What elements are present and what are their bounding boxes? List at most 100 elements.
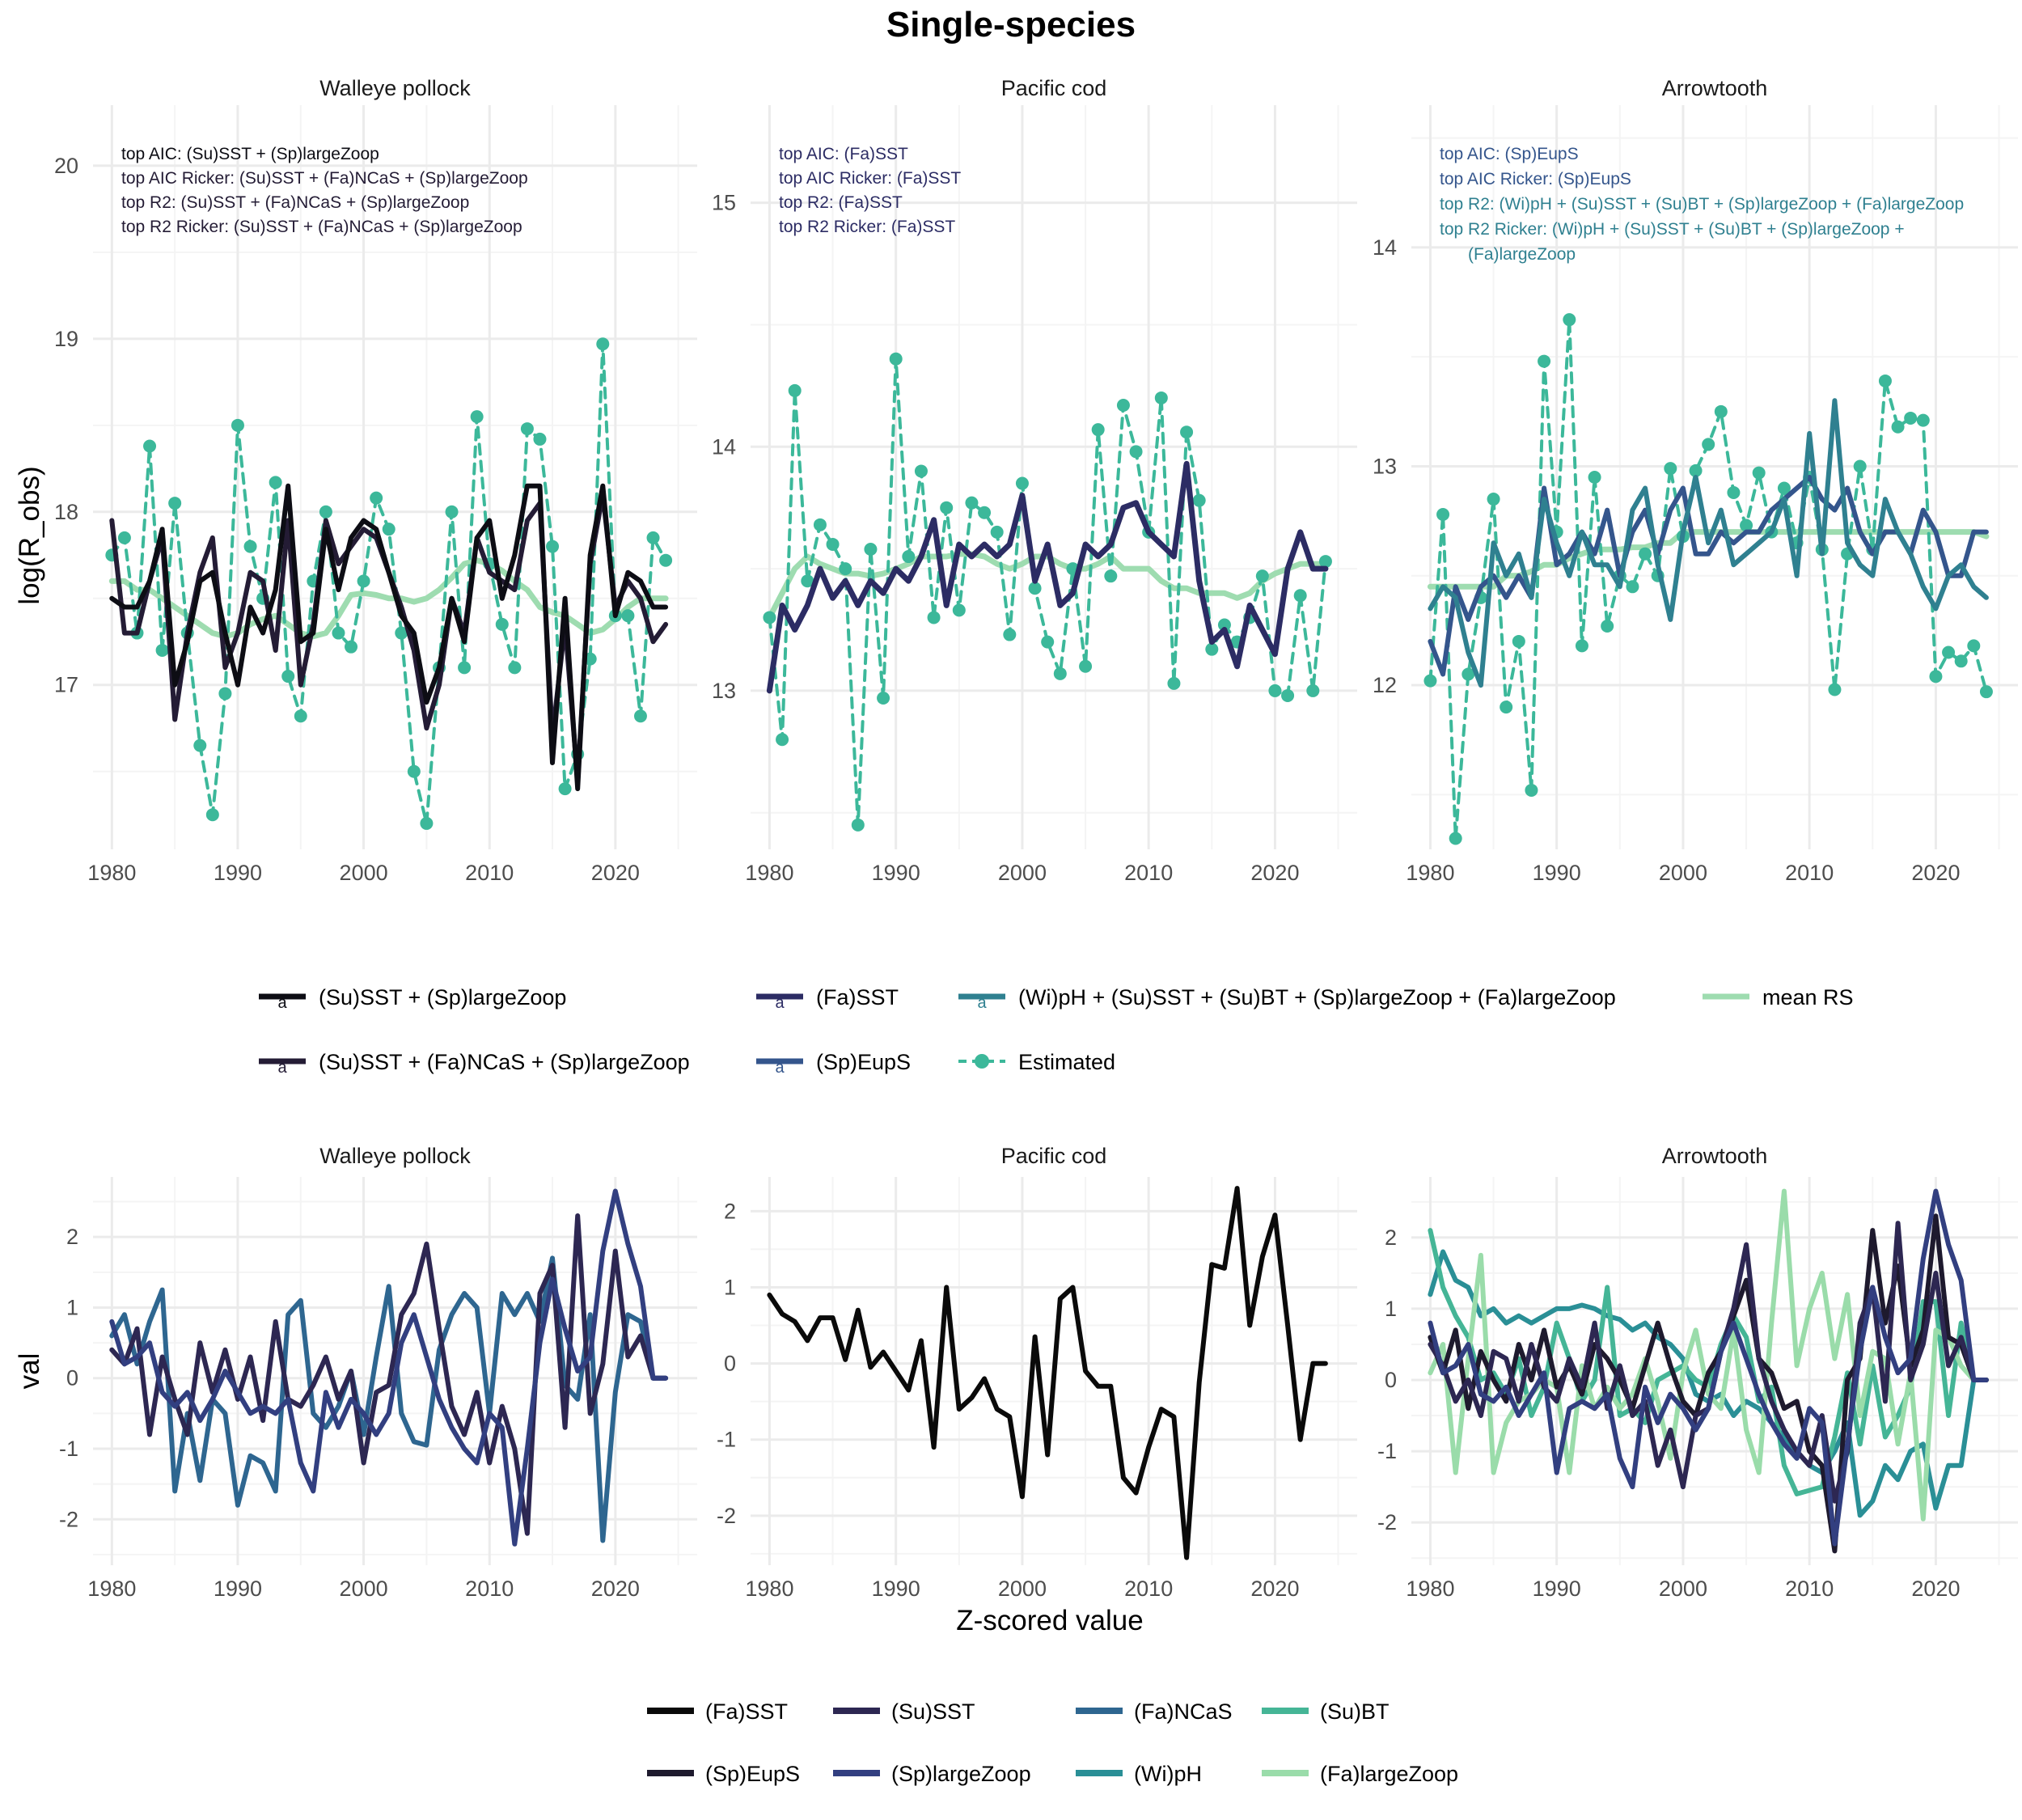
x-tick-label: 2000: [340, 1577, 388, 1601]
data-point: [294, 709, 307, 723]
data-point: [1091, 423, 1105, 437]
data-point: [269, 476, 282, 489]
data-point: [533, 432, 547, 446]
y-tick-label: 2: [66, 1225, 78, 1249]
data-point: [914, 464, 928, 478]
bottom-y-axis-label: val: [14, 1353, 45, 1390]
x-tick-label: 2000: [1659, 1577, 1707, 1601]
data-point: [1954, 654, 1968, 668]
y-tick-label: 0: [724, 1352, 736, 1376]
legend-label: (Su)BT: [1320, 1699, 1390, 1724]
data-point: [1601, 620, 1614, 633]
legend-label: (Fa)SST: [816, 985, 899, 1009]
legend-key-point: [975, 1054, 989, 1069]
data-point: [646, 531, 660, 544]
model-annotation: top AIC: (Sp)EupS: [1440, 145, 1579, 163]
series-su-sst: [109, 1213, 669, 1536]
y-tick-label: 13: [712, 679, 736, 703]
model-annotation: top AIC Ricker: (Su)SST + (Fa)NCaS + (Sp…: [121, 169, 528, 188]
data-point: [826, 537, 840, 551]
x-tick-label: 2020: [1250, 1577, 1299, 1601]
legend-item-sp-largezoop: (Sp)largeZoop: [833, 1762, 1031, 1786]
data-point: [345, 640, 358, 654]
data-point: [1878, 374, 1892, 387]
series-mean-rs: [108, 557, 669, 640]
series-fa-largezoop: [1428, 1188, 1989, 1522]
series-sp-largezoop: [109, 1188, 669, 1547]
series-line-fa-ncas: [109, 1255, 669, 1543]
y-tick-label: 1: [724, 1275, 736, 1299]
series-line-sp-largezoop: [1428, 1188, 1989, 1547]
data-point: [978, 506, 992, 519]
x-tick-label: 2020: [591, 1577, 640, 1601]
data-point: [1293, 589, 1307, 603]
data-point: [1487, 493, 1500, 506]
y-tick-label: 0: [66, 1366, 78, 1390]
series-estimated: [105, 337, 673, 830]
panel-5-pacific-cod: Pacific cod 1980 1990 2000 2010 2020 -2 -1 0 1 2: [717, 1144, 1357, 1601]
x-tick-label: 2010: [1124, 861, 1173, 885]
y-tick-label: 14: [1373, 235, 1397, 260]
data-point: [168, 497, 182, 510]
data-point: [1053, 667, 1067, 680]
legend-bottom: (Fa)SST (Sp)EupS (Su)SST (Sp)largeZoop (Fa)N…: [647, 1699, 1458, 1786]
legend-item-fa-largezoop: (Fa)largeZoop: [1262, 1762, 1458, 1786]
legend-item-fa-sst: a (Fa)SST: [756, 985, 899, 1012]
data-point: [319, 505, 332, 518]
series-mean-rs: [766, 551, 1329, 620]
series-line-sp-largezoop: [109, 1188, 669, 1547]
series-line-su-sst: [109, 1213, 669, 1536]
x-tick-label: 1980: [87, 861, 136, 885]
legend-key-glyph: a: [277, 994, 287, 1012]
data-point: [1167, 676, 1181, 690]
data-point: [1689, 463, 1703, 477]
data-point: [546, 540, 560, 553]
y-tick-label: 1: [66, 1295, 78, 1319]
data-point: [788, 383, 802, 397]
legend-item-fa-sst: (Fa)SST: [647, 1699, 788, 1724]
data-point: [1967, 639, 1981, 653]
legend-item-sp-eups: a (Sp)EupS: [756, 1050, 911, 1077]
data-point: [864, 542, 878, 556]
data-point: [458, 661, 472, 675]
data-point: [470, 410, 484, 424]
series-fa-sst: [767, 1186, 1328, 1560]
top-y-axis-label: log(R_obs): [14, 466, 45, 604]
data-point: [889, 352, 903, 366]
x-tick-label: 1990: [1533, 1577, 1581, 1601]
x-tick-label: 2020: [1911, 861, 1960, 885]
legend-key-glyph: a: [775, 994, 785, 1012]
x-tick-label: 1990: [214, 861, 262, 885]
y-tick-label: 0: [1385, 1368, 1397, 1392]
data-point: [1639, 547, 1652, 561]
data-point: [1588, 471, 1601, 484]
x-tick-label: 2000: [340, 861, 388, 885]
legend-key-glyph: a: [775, 1059, 785, 1077]
x-tick-label: 1990: [872, 861, 920, 885]
data-point: [851, 818, 865, 832]
model-annotation: (Fa)largeZoop: [1468, 245, 1576, 264]
x-tick-label: 2010: [1785, 1577, 1834, 1601]
data-point: [117, 531, 131, 544]
data-point: [357, 574, 370, 588]
series-line-su-sst-sp-largezoop: [109, 483, 669, 792]
x-tick-label: 2010: [465, 1577, 514, 1601]
data-point: [1626, 580, 1639, 594]
facet-title: Arrowtooth: [1662, 1144, 1768, 1168]
data-point: [633, 709, 647, 723]
legend-top: a (Su)SST + (Sp)largeZoop a (Su)SST + (Fa)N…: [259, 985, 1854, 1077]
y-tick-label: -1: [717, 1428, 736, 1452]
data-point: [231, 418, 244, 432]
data-point: [1575, 639, 1588, 653]
y-tick-label: 13: [1373, 454, 1397, 478]
data-point: [1041, 635, 1055, 649]
data-point: [1306, 684, 1320, 697]
data-point: [990, 525, 1004, 539]
y-tick-label: 17: [54, 673, 78, 697]
y-tick-label: 2: [1385, 1225, 1397, 1250]
x-tick-label: 2020: [1911, 1577, 1960, 1601]
facet-title: Pacific cod: [1001, 1144, 1107, 1168]
x-tick-label: 1990: [872, 1577, 920, 1601]
model-annotation: top R2 Ricker: (Wi)pH + (Su)SST + (Su)BT…: [1440, 220, 1905, 239]
legend-label: (Fa)largeZoop: [1320, 1762, 1458, 1786]
